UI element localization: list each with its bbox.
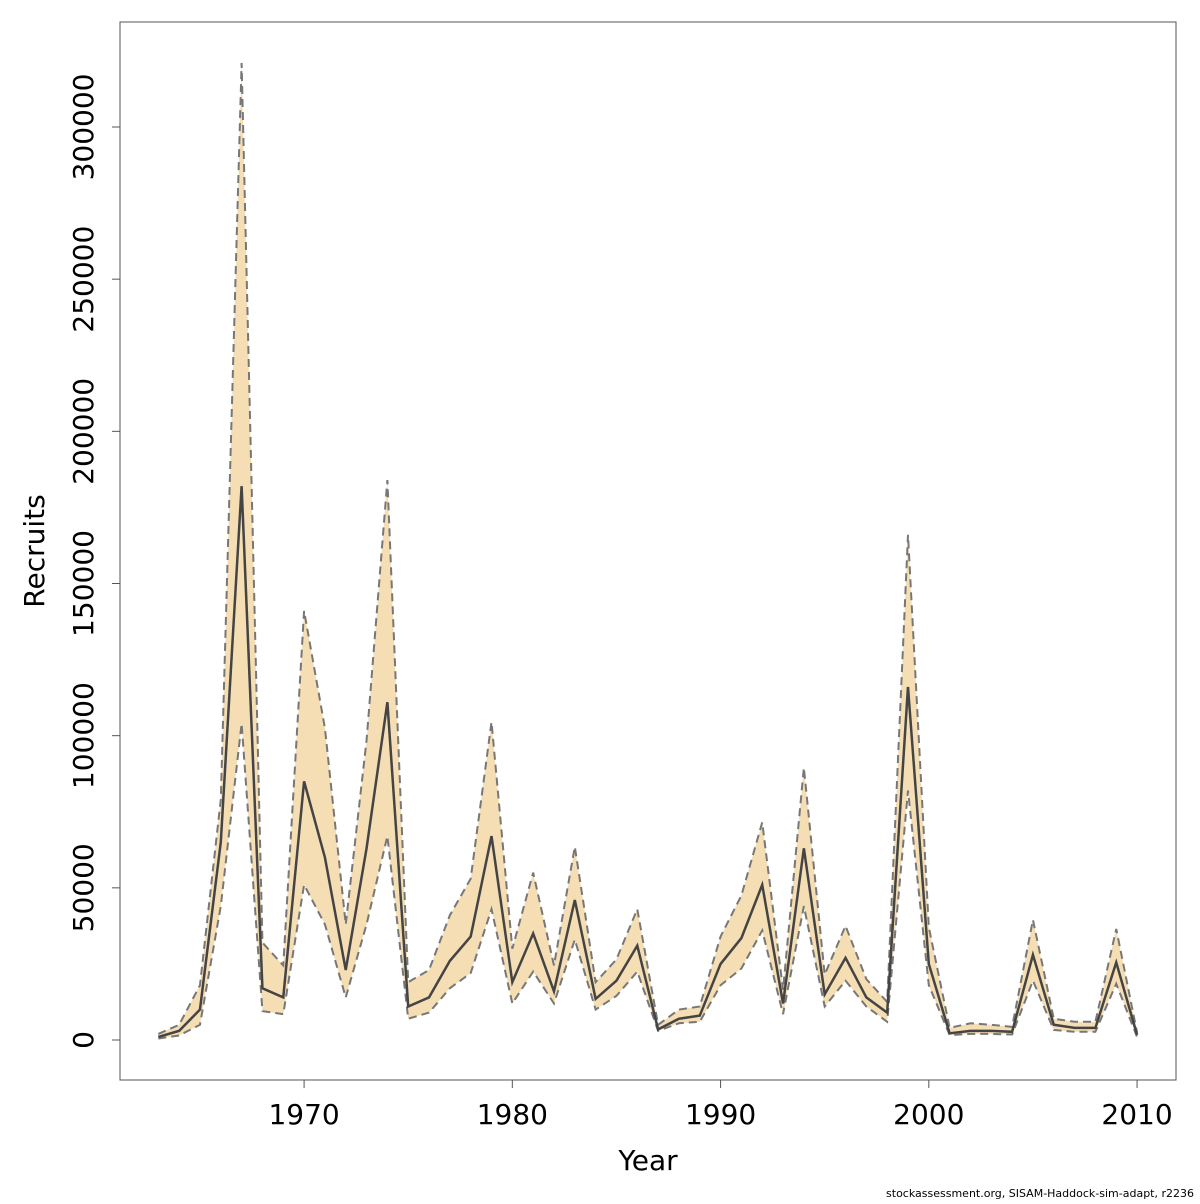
y-axis-title: Recruits xyxy=(18,494,51,607)
x-tick-label: 1990 xyxy=(685,1098,756,1131)
y-tick-label: 150000 xyxy=(67,530,100,637)
y-tick-label: 200000 xyxy=(67,378,100,485)
x-axis-title: Year xyxy=(617,1144,678,1177)
x-tick-label: 2010 xyxy=(1101,1098,1172,1131)
y-tick-label: 300000 xyxy=(67,74,100,181)
plot-frame xyxy=(119,21,1177,1081)
y-tick-label: 50000 xyxy=(67,843,100,932)
y-tick-label: 100000 xyxy=(67,682,100,789)
x-tick-label: 1970 xyxy=(268,1098,339,1131)
caption: stockassessment.org, SISAM-Haddock-sim-a… xyxy=(886,1187,1194,1200)
x-tick-label: 1980 xyxy=(477,1098,548,1131)
lower-bound xyxy=(158,723,1138,1040)
x-tick-label: 2000 xyxy=(893,1098,964,1131)
confidence-band xyxy=(158,63,1138,1039)
y-tick-label: 250000 xyxy=(67,226,100,333)
upper-bound xyxy=(157,63,1139,1035)
estimate-line xyxy=(157,486,1139,1039)
y-tick-label: 0 xyxy=(67,1031,100,1049)
